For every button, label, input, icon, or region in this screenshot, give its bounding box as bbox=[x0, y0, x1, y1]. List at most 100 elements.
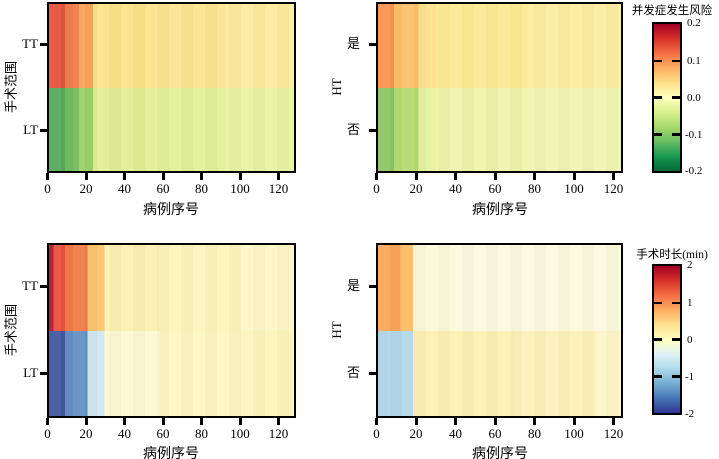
x-tick-mark bbox=[612, 173, 615, 180]
x-tick-label: 20 bbox=[79, 181, 93, 196]
y-tick-label-lt-bottom: LT bbox=[23, 365, 38, 380]
heatmap-bottom-right bbox=[376, 243, 623, 418]
colorbar-tick-label: 0.2 bbox=[687, 17, 701, 29]
y-axis-title-surgical-scope-bottom: 手术范围 bbox=[3, 303, 19, 357]
y-tick-mark bbox=[40, 371, 47, 375]
y-tick-label-no-top: 否 bbox=[346, 122, 360, 137]
x-tick-label: 80 bbox=[528, 181, 541, 196]
x-tick-mark bbox=[84, 173, 88, 180]
x-tick-mark bbox=[123, 173, 126, 180]
x-tick-label: 60 bbox=[156, 181, 170, 196]
y-tick-mark bbox=[369, 371, 376, 375]
colorbar-tick-label: 0 bbox=[687, 334, 693, 346]
y-tick-mark bbox=[369, 128, 376, 132]
colorbar-tick-mark bbox=[672, 133, 680, 136]
colorbar-tick-label: 0.0 bbox=[687, 91, 701, 104]
colorbar-tick-mark bbox=[672, 301, 680, 304]
x-tick-label: 120 bbox=[603, 181, 624, 196]
x-tick-label: 80 bbox=[195, 181, 208, 196]
colorbar-tick-label: 2 bbox=[687, 259, 693, 271]
x-tick-label: 20 bbox=[409, 181, 423, 196]
heatmap-top-right bbox=[376, 2, 623, 173]
y-tick-label-no-bottom: 否 bbox=[346, 365, 360, 380]
heatmap-row-no bbox=[378, 330, 621, 416]
heatmap-row-tt bbox=[49, 245, 294, 331]
x-tick-label: 60 bbox=[488, 426, 502, 441]
x-tick-mark bbox=[46, 173, 49, 180]
x-tick-label: 120 bbox=[268, 426, 289, 441]
x-tick-mark bbox=[200, 418, 203, 425]
x-tick-mark bbox=[46, 418, 49, 425]
x-tick-label: 20 bbox=[79, 426, 93, 441]
x-tick-mark bbox=[200, 173, 203, 180]
heatmap-top-left bbox=[47, 2, 296, 173]
y-tick-mark bbox=[40, 284, 47, 288]
x-tick-mark bbox=[277, 173, 280, 180]
colorbar-tick-mark bbox=[654, 301, 662, 304]
x-tick-mark bbox=[572, 418, 576, 425]
x-tick-mark bbox=[493, 173, 497, 180]
x-tick-label: 80 bbox=[195, 426, 208, 441]
x-tick-mark bbox=[161, 173, 165, 180]
x-tick-label: 60 bbox=[488, 181, 502, 196]
x-tick-mark bbox=[414, 418, 418, 425]
x-tick-mark bbox=[161, 418, 165, 425]
colorbar-tick-label: -2 bbox=[685, 407, 695, 420]
y-tick-label-lt-top: LT bbox=[23, 122, 38, 137]
x-tick-mark bbox=[84, 418, 88, 425]
x-tick-label: 120 bbox=[603, 426, 624, 441]
y-tick-mark bbox=[369, 42, 376, 46]
colorbar-tick-label: -1 bbox=[685, 371, 695, 383]
colorbar-tick-label: 1 bbox=[687, 297, 693, 309]
colorbar-tick-mark bbox=[654, 375, 662, 378]
x-tick-mark bbox=[533, 418, 536, 425]
x-tick-label: 0 bbox=[373, 426, 380, 441]
x-tick-label: 120 bbox=[268, 181, 289, 196]
colorbar-tick-mark bbox=[672, 375, 680, 378]
heatmap-row-no bbox=[378, 87, 621, 171]
y-tick-mark bbox=[40, 128, 47, 132]
x-tick-label: 40 bbox=[449, 426, 462, 441]
y-tick-label-tt-bottom: TT bbox=[22, 278, 38, 293]
heatmap-row-lt bbox=[49, 330, 294, 416]
heatmap-row-yes bbox=[378, 4, 621, 88]
heatmap-row-yes bbox=[378, 245, 621, 331]
x-tick-label: 100 bbox=[230, 426, 250, 441]
colorbar-duration-title: 手术时长(min) bbox=[636, 249, 708, 261]
colorbar-tick-label: -0.1 bbox=[685, 128, 703, 141]
colorbar-tick-mark bbox=[672, 96, 680, 99]
heatmap-row-lt bbox=[49, 87, 294, 171]
x-tick-label: 80 bbox=[528, 426, 541, 441]
x-tick-mark bbox=[277, 418, 280, 425]
x-tick-mark bbox=[612, 418, 615, 425]
x-axis-title-case-number: 病例序号 bbox=[472, 203, 528, 218]
colorbar-risk-title: 并发症发生风险 bbox=[631, 5, 713, 17]
y-tick-mark bbox=[40, 42, 47, 46]
x-tick-mark bbox=[375, 418, 378, 425]
x-tick-mark bbox=[123, 418, 126, 425]
x-tick-label: 0 bbox=[44, 426, 51, 441]
colorbar-tick-mark bbox=[672, 338, 680, 341]
x-tick-label: 0 bbox=[373, 181, 380, 196]
x-axis-title-case-number: 病例序号 bbox=[143, 203, 199, 218]
y-tick-label-yes-top: 是 bbox=[346, 36, 360, 51]
x-tick-mark bbox=[454, 173, 457, 180]
heatmap-row-tt bbox=[49, 4, 294, 88]
y-axis-title-ht-bottom: HT bbox=[329, 321, 344, 339]
y-tick-mark bbox=[369, 284, 376, 288]
y-tick-label-yes-bottom: 是 bbox=[346, 278, 360, 293]
x-tick-mark bbox=[238, 418, 242, 425]
heatmap-bottom-left bbox=[47, 243, 296, 418]
x-tick-label: 40 bbox=[449, 181, 462, 196]
x-tick-mark bbox=[493, 418, 497, 425]
colorbar-tick-mark bbox=[672, 59, 680, 62]
colorbar-tick-mark bbox=[654, 133, 662, 136]
x-tick-label: 40 bbox=[118, 426, 131, 441]
colorbar-tick-mark bbox=[654, 96, 662, 99]
x-tick-label: 0 bbox=[44, 181, 51, 196]
x-tick-mark bbox=[572, 173, 576, 180]
colorbar-tick-label: 0.1 bbox=[687, 54, 701, 67]
x-tick-mark bbox=[454, 418, 457, 425]
x-tick-label: 60 bbox=[156, 426, 170, 441]
